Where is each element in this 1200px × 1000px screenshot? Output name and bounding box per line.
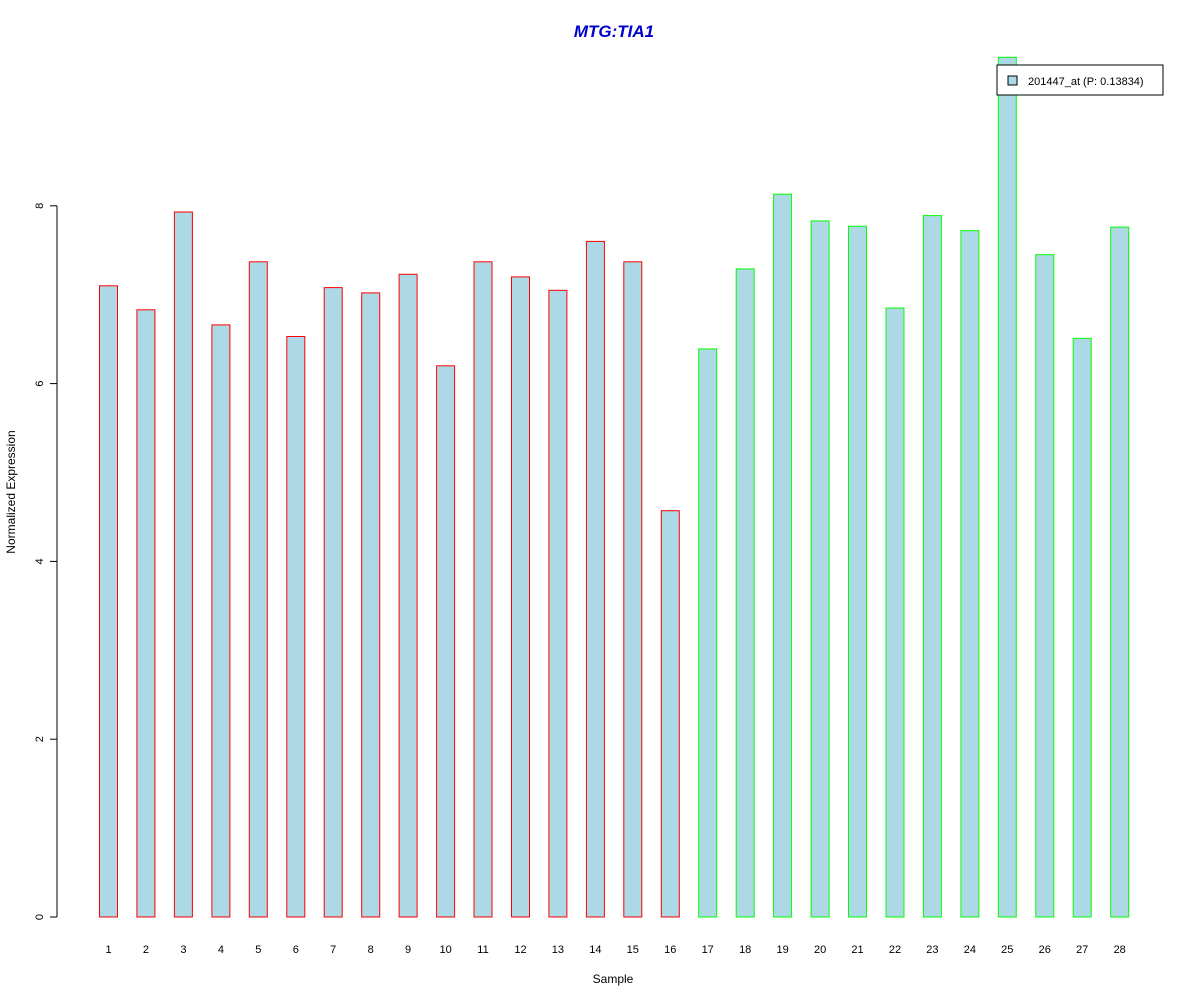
- x-tick-label: 18: [739, 944, 751, 956]
- bar-sample-5: [248, 261, 268, 918]
- x-tick-label: 22: [889, 944, 901, 956]
- x-tick-label: 5: [255, 944, 261, 956]
- y-axis: 0 2 4 6 8: [34, 203, 58, 920]
- x-tick-label: 27: [1076, 944, 1088, 956]
- x-tick-label: 9: [405, 944, 411, 956]
- x-tick-label: 26: [1039, 944, 1051, 956]
- bar-sample-23: [922, 215, 942, 918]
- bar-sample-22: [885, 307, 905, 918]
- legend-box: [996, 64, 1164, 96]
- y-axis-label: Normalized Expression: [4, 430, 18, 553]
- bar-sample-18: [735, 268, 755, 918]
- x-tick-label: 19: [776, 944, 788, 956]
- bar-sample-21: [848, 225, 867, 918]
- bar-sample-28: [1110, 226, 1130, 918]
- bar-sample-4: [211, 324, 231, 918]
- bar-sample-19: [773, 193, 793, 918]
- x-tick-label: 13: [552, 944, 564, 956]
- x-tick-label: 15: [627, 944, 639, 956]
- x-tick-label: 25: [1001, 944, 1013, 956]
- x-tick-label: 21: [851, 944, 863, 956]
- bar-sample-12: [511, 276, 530, 918]
- x-axis-label: Sample: [593, 972, 634, 986]
- x-tick-label: 3: [180, 944, 186, 956]
- bar-sample-1: [99, 285, 118, 918]
- x-tick-label: 12: [514, 944, 526, 956]
- x-tick-label: 10: [439, 944, 451, 956]
- bar-sample-11: [473, 261, 493, 918]
- legend-swatch: [1007, 75, 1018, 86]
- bar-sample-7: [323, 287, 343, 918]
- x-tick-label: 14: [589, 944, 601, 956]
- x-tick-label: 23: [926, 944, 938, 956]
- bar-sample-17: [698, 348, 718, 918]
- bar-sample-15: [623, 261, 643, 918]
- bar-sample-27: [1072, 337, 1092, 918]
- x-tick-label: 28: [1114, 944, 1126, 956]
- y-tick-label: 4: [34, 558, 46, 564]
- x-tick-label: 24: [964, 944, 976, 956]
- bar-sample-13: [548, 289, 568, 918]
- x-tick-label: 8: [368, 944, 374, 956]
- bar-sample-2: [136, 309, 156, 918]
- x-tick-label: 4: [218, 944, 224, 956]
- bar-sample-10: [436, 365, 456, 918]
- chart-title: MTG:TIA1: [574, 22, 654, 41]
- legend: 201447_at (P: 0.13834): [996, 64, 1164, 96]
- bar-sample-20: [810, 220, 830, 918]
- bar-group: [99, 56, 1130, 918]
- y-tick-label: 8: [34, 203, 46, 209]
- legend-label: 201447_at (P: 0.13834): [1028, 76, 1144, 88]
- x-tick-label: 16: [664, 944, 676, 956]
- y-tick-label: 2: [34, 736, 46, 742]
- y-tick-label: 6: [34, 381, 46, 387]
- x-tick-label: 20: [814, 944, 826, 956]
- x-tick-label: 17: [702, 944, 714, 956]
- bar-sample-16: [660, 510, 680, 918]
- bar-sample-9: [398, 273, 418, 918]
- x-tick-label: 11: [477, 944, 488, 956]
- x-tick-labels: 1 2 3 4 5 6 7 8 9 10 11 12 13 14 15 16 17 18 19 20 21 22 23 24 2…: [105, 944, 1125, 956]
- bar-sample-14: [585, 240, 605, 918]
- bar-sample-24: [960, 230, 980, 918]
- bar-sample-3: [173, 211, 193, 918]
- bar-sample-26: [1035, 254, 1055, 918]
- bar-sample-25: [997, 56, 1017, 918]
- x-tick-label: 1: [105, 944, 111, 956]
- y-tick-label: 0: [34, 914, 46, 920]
- x-tick-label: 2: [143, 944, 149, 956]
- bar-sample-6: [286, 336, 306, 918]
- bar-sample-8: [361, 292, 381, 918]
- x-tick-label: 6: [293, 944, 299, 956]
- x-tick-label: 7: [330, 944, 336, 956]
